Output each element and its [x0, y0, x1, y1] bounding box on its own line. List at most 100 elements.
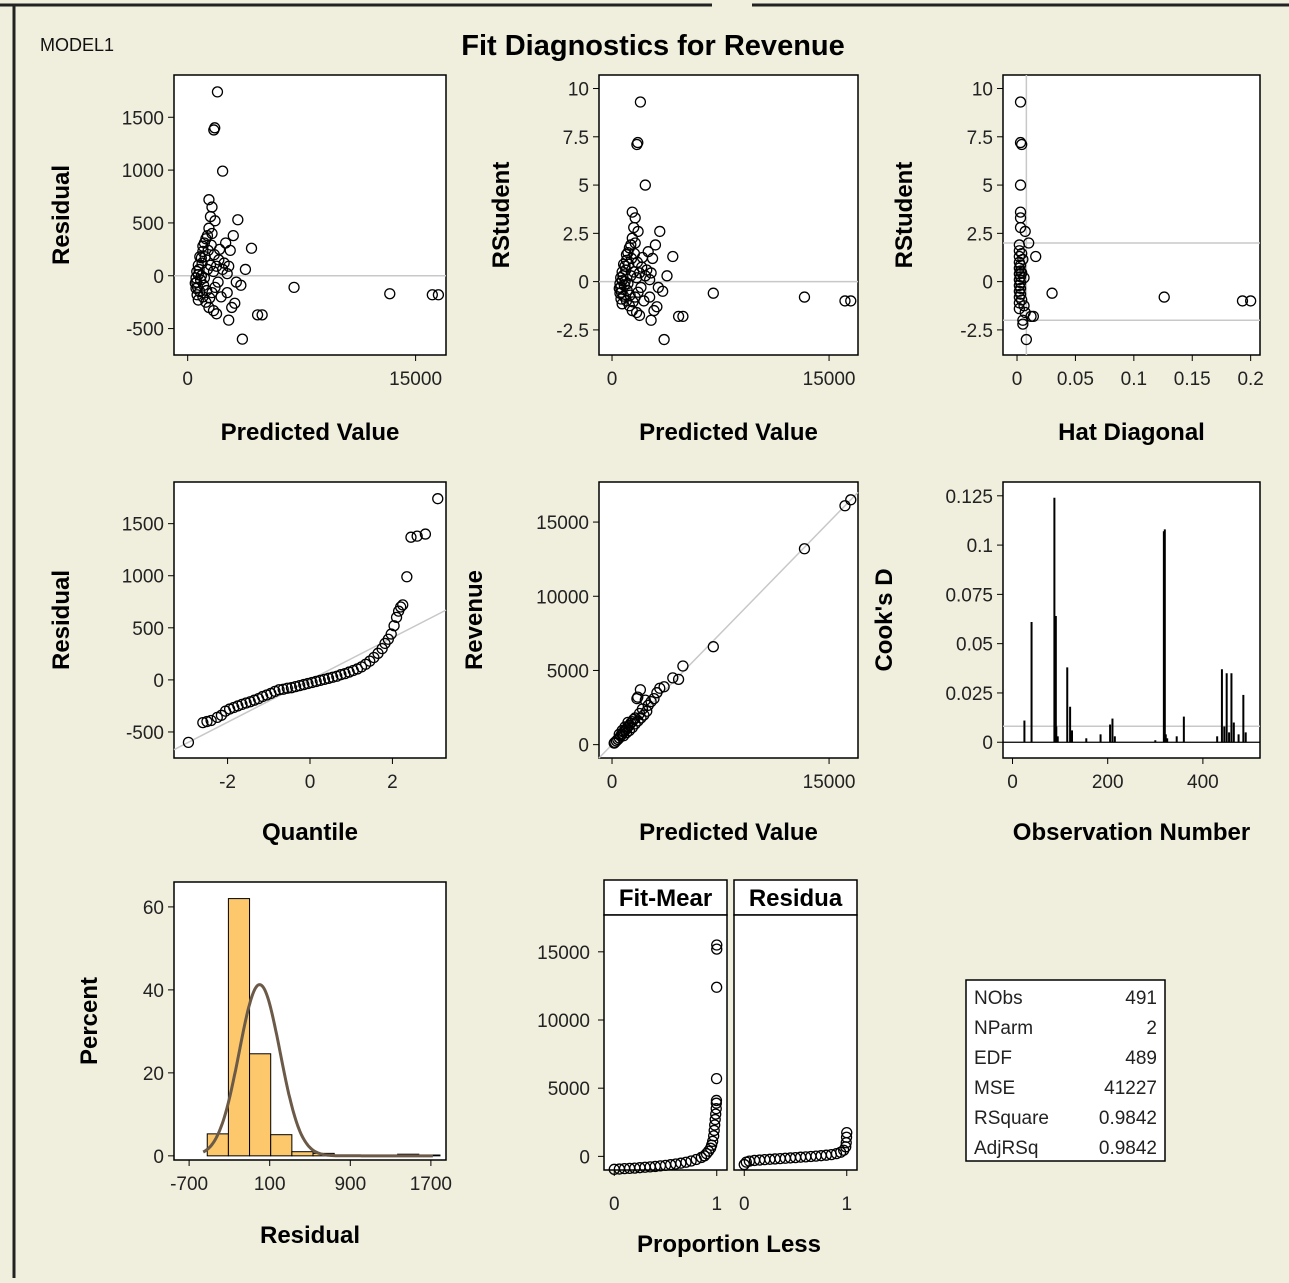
- data-point: [642, 246, 654, 258]
- data-point: [622, 247, 634, 259]
- data-point: [390, 611, 403, 624]
- x-tick-label: 15000: [389, 369, 442, 390]
- x-axis-title: Predicted Value: [639, 419, 818, 446]
- data-point: [432, 289, 445, 301]
- data-point: [221, 287, 233, 299]
- data-point: [191, 289, 203, 301]
- y-tick-label: 0: [578, 273, 589, 294]
- data-point: [651, 687, 663, 699]
- data-point: [710, 1094, 723, 1107]
- data-point: [1017, 314, 1029, 326]
- y-tick-label: 0.05: [956, 635, 993, 656]
- data-point: [1014, 288, 1027, 300]
- y-tick-label: 2.5: [967, 224, 993, 245]
- data-point: [211, 86, 224, 98]
- x-tick-label: 400: [1187, 772, 1219, 793]
- y-tick-label: 0.025: [945, 684, 993, 705]
- data-point: [630, 306, 643, 319]
- data-point: [1019, 225, 1031, 238]
- data-point: [273, 684, 285, 696]
- data-point: [612, 733, 624, 746]
- data-point: [223, 314, 235, 326]
- stat-value: 41227: [1104, 1078, 1157, 1099]
- y-tick-label: -500: [126, 723, 164, 744]
- data-point: [1014, 136, 1027, 149]
- data-point: [1016, 294, 1028, 306]
- stat-value: 489: [1125, 1048, 1157, 1069]
- y-tick-label: 10000: [536, 587, 589, 608]
- data-point: [245, 242, 258, 254]
- data-point: [192, 294, 204, 306]
- data-point: [1019, 306, 1031, 319]
- data-point: [620, 727, 633, 739]
- x-tick-label: 15000: [803, 772, 856, 793]
- data-point: [649, 239, 662, 251]
- data-point: [203, 222, 215, 234]
- data-point: [634, 96, 647, 108]
- data-point: [841, 1126, 853, 1139]
- x-axis-title: Quantile: [262, 819, 358, 846]
- data-point: [294, 679, 306, 692]
- data-point: [672, 310, 685, 323]
- data-point: [1016, 267, 1028, 279]
- data-point: [306, 676, 318, 689]
- data-point: [645, 267, 657, 279]
- y-tick-label: 1000: [122, 567, 164, 588]
- data-point: [236, 333, 249, 345]
- histogram-bar: [270, 1134, 293, 1157]
- y-tick-label: 1500: [122, 108, 164, 129]
- data-point: [608, 737, 620, 749]
- data-point: [658, 333, 670, 346]
- y-tick-label: -2.5: [556, 321, 589, 342]
- data-point: [667, 250, 679, 263]
- data-point: [711, 943, 723, 955]
- data-point: [197, 240, 209, 252]
- histogram-bar: [249, 1053, 272, 1157]
- data-point: [709, 1119, 721, 1131]
- data-point: [1014, 259, 1027, 271]
- y-tick-label: 5: [982, 176, 993, 197]
- x-tick-label: 900: [334, 1174, 366, 1195]
- data-point: [798, 291, 811, 303]
- x-tick-label: 1: [841, 1194, 852, 1215]
- data-point: [1014, 179, 1027, 191]
- x-tick-label: -700: [170, 1174, 208, 1195]
- data-point: [432, 493, 444, 505]
- data-point: [654, 225, 666, 238]
- data-point: [707, 1135, 719, 1148]
- data-point: [633, 309, 646, 322]
- y-axis-title: Percent: [76, 977, 103, 1065]
- data-point: [652, 281, 664, 294]
- x-tick-label: 0: [305, 772, 316, 793]
- y-axis-title: Revenue: [461, 570, 488, 670]
- y-tick-label: 20: [143, 1064, 164, 1085]
- data-point: [397, 599, 409, 611]
- x-tick-label: 0: [607, 369, 618, 390]
- data-point: [710, 1102, 722, 1115]
- y-tick-label: 0: [579, 1147, 590, 1168]
- stat-label: NParm: [974, 1018, 1033, 1039]
- data-point: [709, 1113, 721, 1126]
- data-point: [839, 295, 851, 307]
- data-point: [314, 674, 326, 687]
- data-point: [227, 229, 239, 242]
- y-tick-label: 500: [132, 214, 164, 235]
- x-tick-label: -2: [219, 772, 236, 793]
- model-label: MODEL1: [40, 35, 114, 55]
- y-tick-label: -500: [126, 320, 164, 341]
- data-point: [1017, 253, 1029, 266]
- stat-label: RSquare: [974, 1108, 1049, 1129]
- data-point: [193, 263, 205, 276]
- data-point: [623, 242, 636, 254]
- data-point: [205, 714, 217, 727]
- data-point: [206, 287, 218, 299]
- normal-density-curve: [202, 983, 433, 1158]
- x-tick-label: 2: [387, 772, 398, 793]
- data-point: [631, 138, 643, 151]
- data-point: [610, 735, 623, 747]
- data-point: [401, 571, 413, 583]
- data-point: [223, 260, 235, 272]
- data-point: [615, 281, 627, 294]
- y-tick-label: 2.5: [563, 224, 589, 245]
- reference-line: [173, 609, 447, 751]
